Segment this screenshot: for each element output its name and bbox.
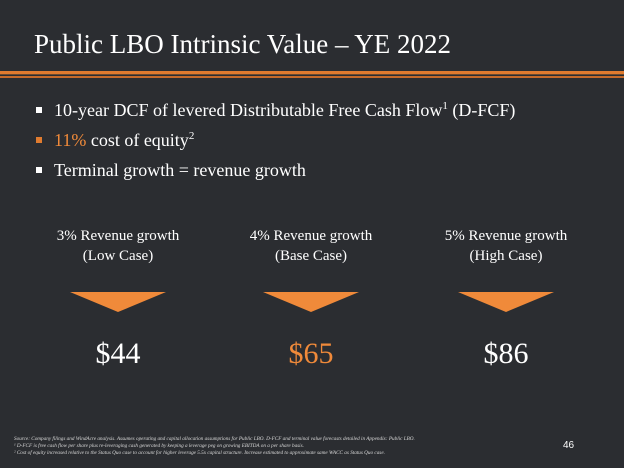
title-divider-line-lower bbox=[0, 76, 624, 78]
square-bullet-icon bbox=[36, 167, 42, 173]
down-arrow-icon bbox=[263, 292, 359, 312]
case-column-high: 5% Revenue growth (High Case) $86 bbox=[426, 226, 586, 372]
slide-title: Public LBO Intrinsic Value – YE 2022 bbox=[34, 29, 451, 59]
page-number: 46 bbox=[563, 440, 575, 451]
bullet-text: 10-year DCF of levered Distributable Fre… bbox=[54, 100, 443, 120]
square-bullet-icon bbox=[36, 107, 42, 113]
bullet-item: Terminal growth = revenue growth bbox=[36, 155, 515, 185]
footnotes: Source: Company filings and WindAcre ana… bbox=[14, 436, 554, 457]
footnote-2: ² Cost of equity increased relative to t… bbox=[14, 450, 385, 456]
bullet-item: 11% cost of equity2 bbox=[36, 125, 515, 155]
bullet-text: cost of equity bbox=[86, 130, 189, 150]
down-arrow-icon bbox=[458, 292, 554, 312]
case-name-label: (High Case) bbox=[469, 248, 543, 264]
bullet-highlight: 11% bbox=[54, 130, 87, 150]
footnote-1: ¹ D-FCF is free cash flow per share plus… bbox=[14, 443, 304, 449]
case-name-label: (Base Case) bbox=[274, 248, 348, 264]
case-value: $86 bbox=[483, 337, 529, 370]
case-value: $44 bbox=[95, 337, 141, 370]
case-growth-label: 3% Revenue growth bbox=[56, 228, 180, 244]
case-column-base: 4% Revenue growth (Base Case) $65 bbox=[231, 226, 391, 372]
case-growth-label: 4% Revenue growth bbox=[249, 228, 373, 244]
bullet-text-suffix: (D-FCF) bbox=[447, 100, 516, 120]
case-growth-label: 5% Revenue growth bbox=[444, 228, 568, 244]
bullet-item: 10-year DCF of levered Distributable Fre… bbox=[36, 95, 515, 125]
square-bullet-icon bbox=[36, 137, 42, 143]
footnote-marker: 1 bbox=[442, 100, 448, 112]
title-divider-shadow bbox=[0, 74, 624, 75]
case-name-label: (Low Case) bbox=[82, 248, 154, 264]
case-value: $65 bbox=[288, 337, 334, 370]
bullet-list: 10-year DCF of levered Distributable Fre… bbox=[36, 95, 515, 185]
title-divider-line bbox=[0, 71, 624, 74]
footnote-marker: 2 bbox=[188, 130, 195, 142]
bullet-text: Terminal growth = revenue growth bbox=[54, 160, 306, 180]
down-arrow-icon bbox=[70, 292, 166, 312]
case-column-low: 3% Revenue growth (Low Case) $44 bbox=[38, 226, 198, 372]
source-note: Source: Company filings and WindAcre ana… bbox=[14, 436, 415, 442]
